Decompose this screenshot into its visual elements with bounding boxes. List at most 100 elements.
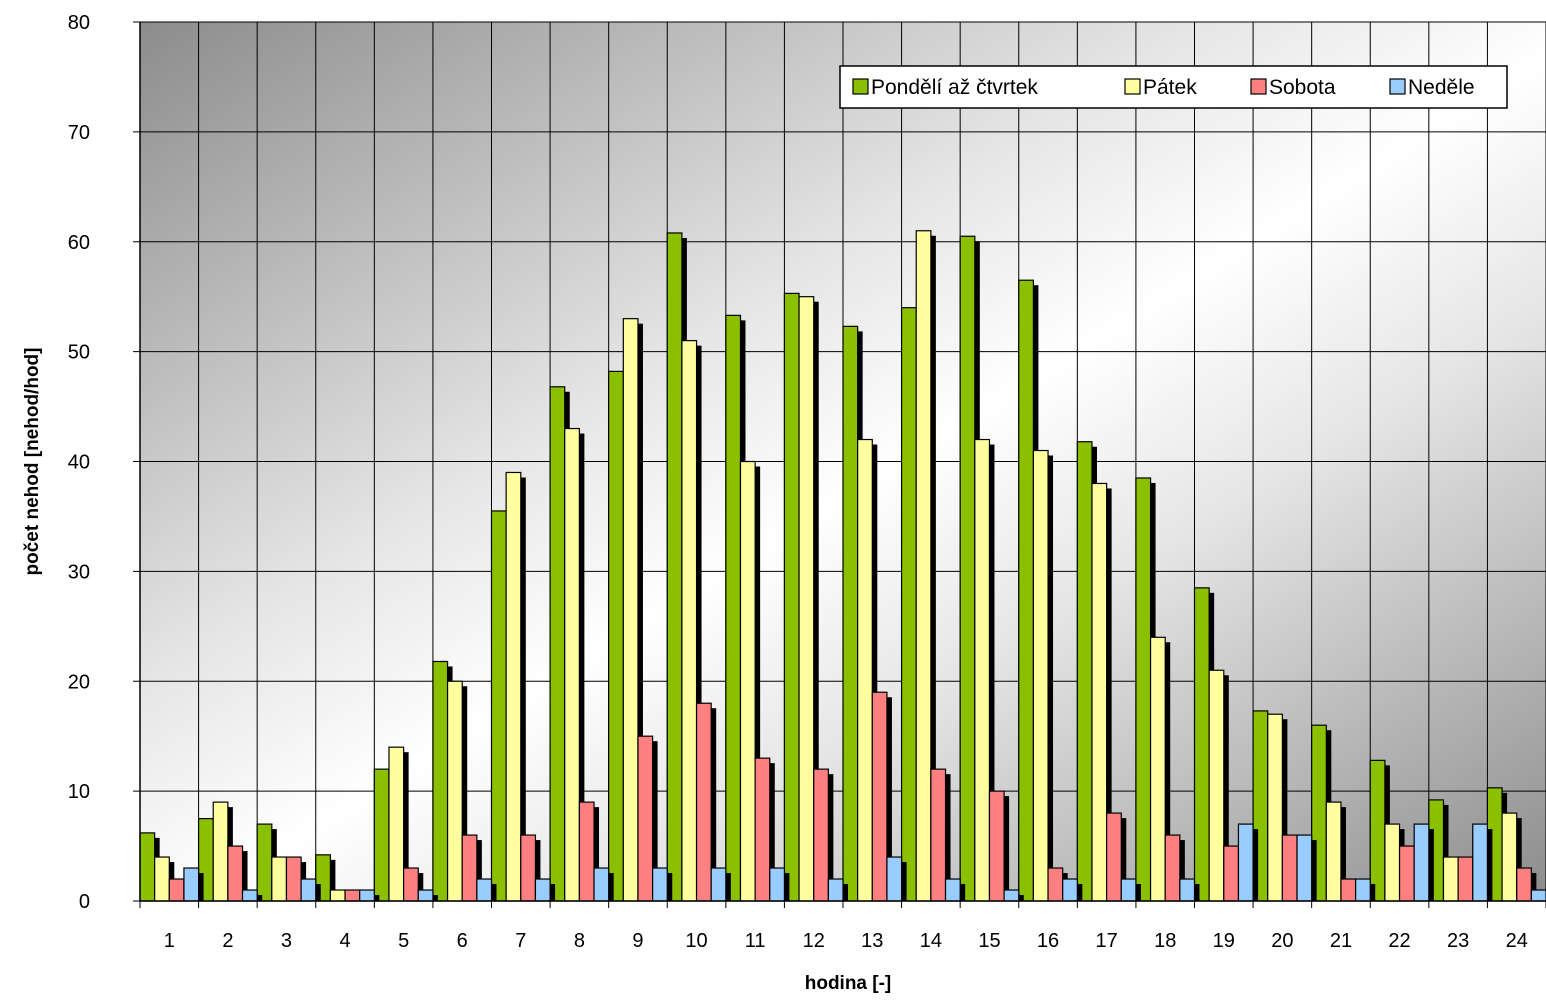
x-tick-label: 22	[1388, 930, 1410, 952]
bar	[154, 856, 170, 902]
bar	[212, 801, 229, 902]
y-axis-title: počet nehod [nehod/hod]	[22, 348, 43, 576]
bar	[1003, 889, 1020, 902]
bar	[432, 660, 449, 902]
bar	[520, 834, 537, 902]
bar	[1501, 812, 1518, 902]
bar	[1530, 889, 1546, 902]
bar	[886, 856, 903, 902]
bar	[1516, 867, 1532, 902]
bar	[813, 768, 829, 902]
legend-label: Pátek	[1143, 76, 1197, 99]
bar	[1179, 878, 1196, 902]
bar	[695, 702, 712, 902]
x-tick-label: 2	[222, 930, 233, 952]
bar	[593, 867, 610, 902]
bar	[681, 340, 698, 902]
bar	[1223, 845, 1240, 902]
bar	[549, 386, 566, 902]
bar	[329, 889, 346, 902]
bar	[344, 889, 361, 902]
bar	[725, 314, 742, 902]
bar	[1442, 856, 1459, 902]
bar	[959, 235, 976, 902]
legend-label: Sobota	[1269, 76, 1336, 99]
x-tick-label: 16	[1037, 930, 1059, 952]
bar	[1149, 636, 1166, 902]
bar	[608, 370, 624, 902]
bar	[534, 878, 551, 902]
bar	[900, 307, 917, 902]
bar	[403, 867, 419, 902]
bar	[373, 768, 390, 902]
bar	[652, 867, 668, 902]
bar	[446, 680, 463, 902]
bar	[1296, 834, 1313, 902]
bar	[988, 790, 1005, 902]
x-tick-label: 11	[745, 930, 766, 952]
y-tick-label: 0	[79, 891, 90, 913]
bar	[857, 438, 873, 902]
bar	[974, 438, 991, 902]
y-tick-label: 20	[68, 671, 90, 693]
bar	[666, 232, 683, 902]
y-tick-label: 50	[68, 342, 90, 364]
bar	[1267, 713, 1283, 902]
bar	[1047, 867, 1064, 902]
bar	[754, 757, 771, 902]
bar	[1281, 834, 1298, 902]
bar	[461, 834, 478, 902]
bar	[300, 878, 317, 902]
x-tick-label: 8	[574, 930, 585, 952]
bar	[1340, 878, 1357, 902]
bar	[710, 867, 727, 902]
bar	[1237, 823, 1254, 902]
bar	[227, 845, 244, 902]
x-tick-label: 13	[861, 930, 883, 952]
axes	[133, 21, 1546, 908]
x-tick-label: 18	[1154, 930, 1176, 952]
bar	[183, 867, 200, 902]
legend-label: Pondělí až čtvrtek	[871, 76, 1038, 99]
legend-swatch	[852, 78, 869, 95]
bar	[1018, 279, 1034, 902]
bar	[1120, 878, 1137, 902]
x-tick-label: 23	[1447, 930, 1469, 952]
bar	[1325, 801, 1342, 902]
x-tick-label: 19	[1213, 930, 1235, 952]
bar	[842, 325, 859, 902]
x-tick-label: 7	[515, 930, 526, 952]
x-tick-label: 4	[339, 930, 350, 952]
y-tick-label: 80	[68, 12, 90, 34]
x-tick-label: 10	[685, 930, 707, 952]
bar	[241, 889, 258, 902]
legend-label: Neděle	[1408, 76, 1475, 99]
bar	[622, 318, 639, 902]
bar	[417, 889, 434, 902]
x-axis-title: hodina [-]	[805, 973, 892, 994]
bar	[1091, 482, 1108, 902]
bar	[783, 292, 800, 902]
x-tick-label: 15	[978, 930, 1000, 952]
bar	[739, 460, 756, 902]
legend-swatch	[1389, 78, 1406, 95]
bar	[388, 746, 405, 902]
bar	[1062, 878, 1078, 902]
bar	[944, 878, 961, 902]
bar	[168, 878, 185, 902]
y-tick-label: 30	[68, 561, 90, 583]
bar	[1398, 845, 1415, 902]
bar	[1384, 823, 1401, 902]
bar	[139, 832, 156, 902]
bar	[637, 735, 654, 902]
bar	[285, 856, 302, 902]
y-tick-label: 70	[68, 122, 90, 144]
bar	[1032, 449, 1049, 902]
bar	[476, 878, 493, 902]
bar	[827, 878, 844, 902]
x-tick-label: 21	[1330, 930, 1352, 952]
bar	[490, 510, 507, 902]
